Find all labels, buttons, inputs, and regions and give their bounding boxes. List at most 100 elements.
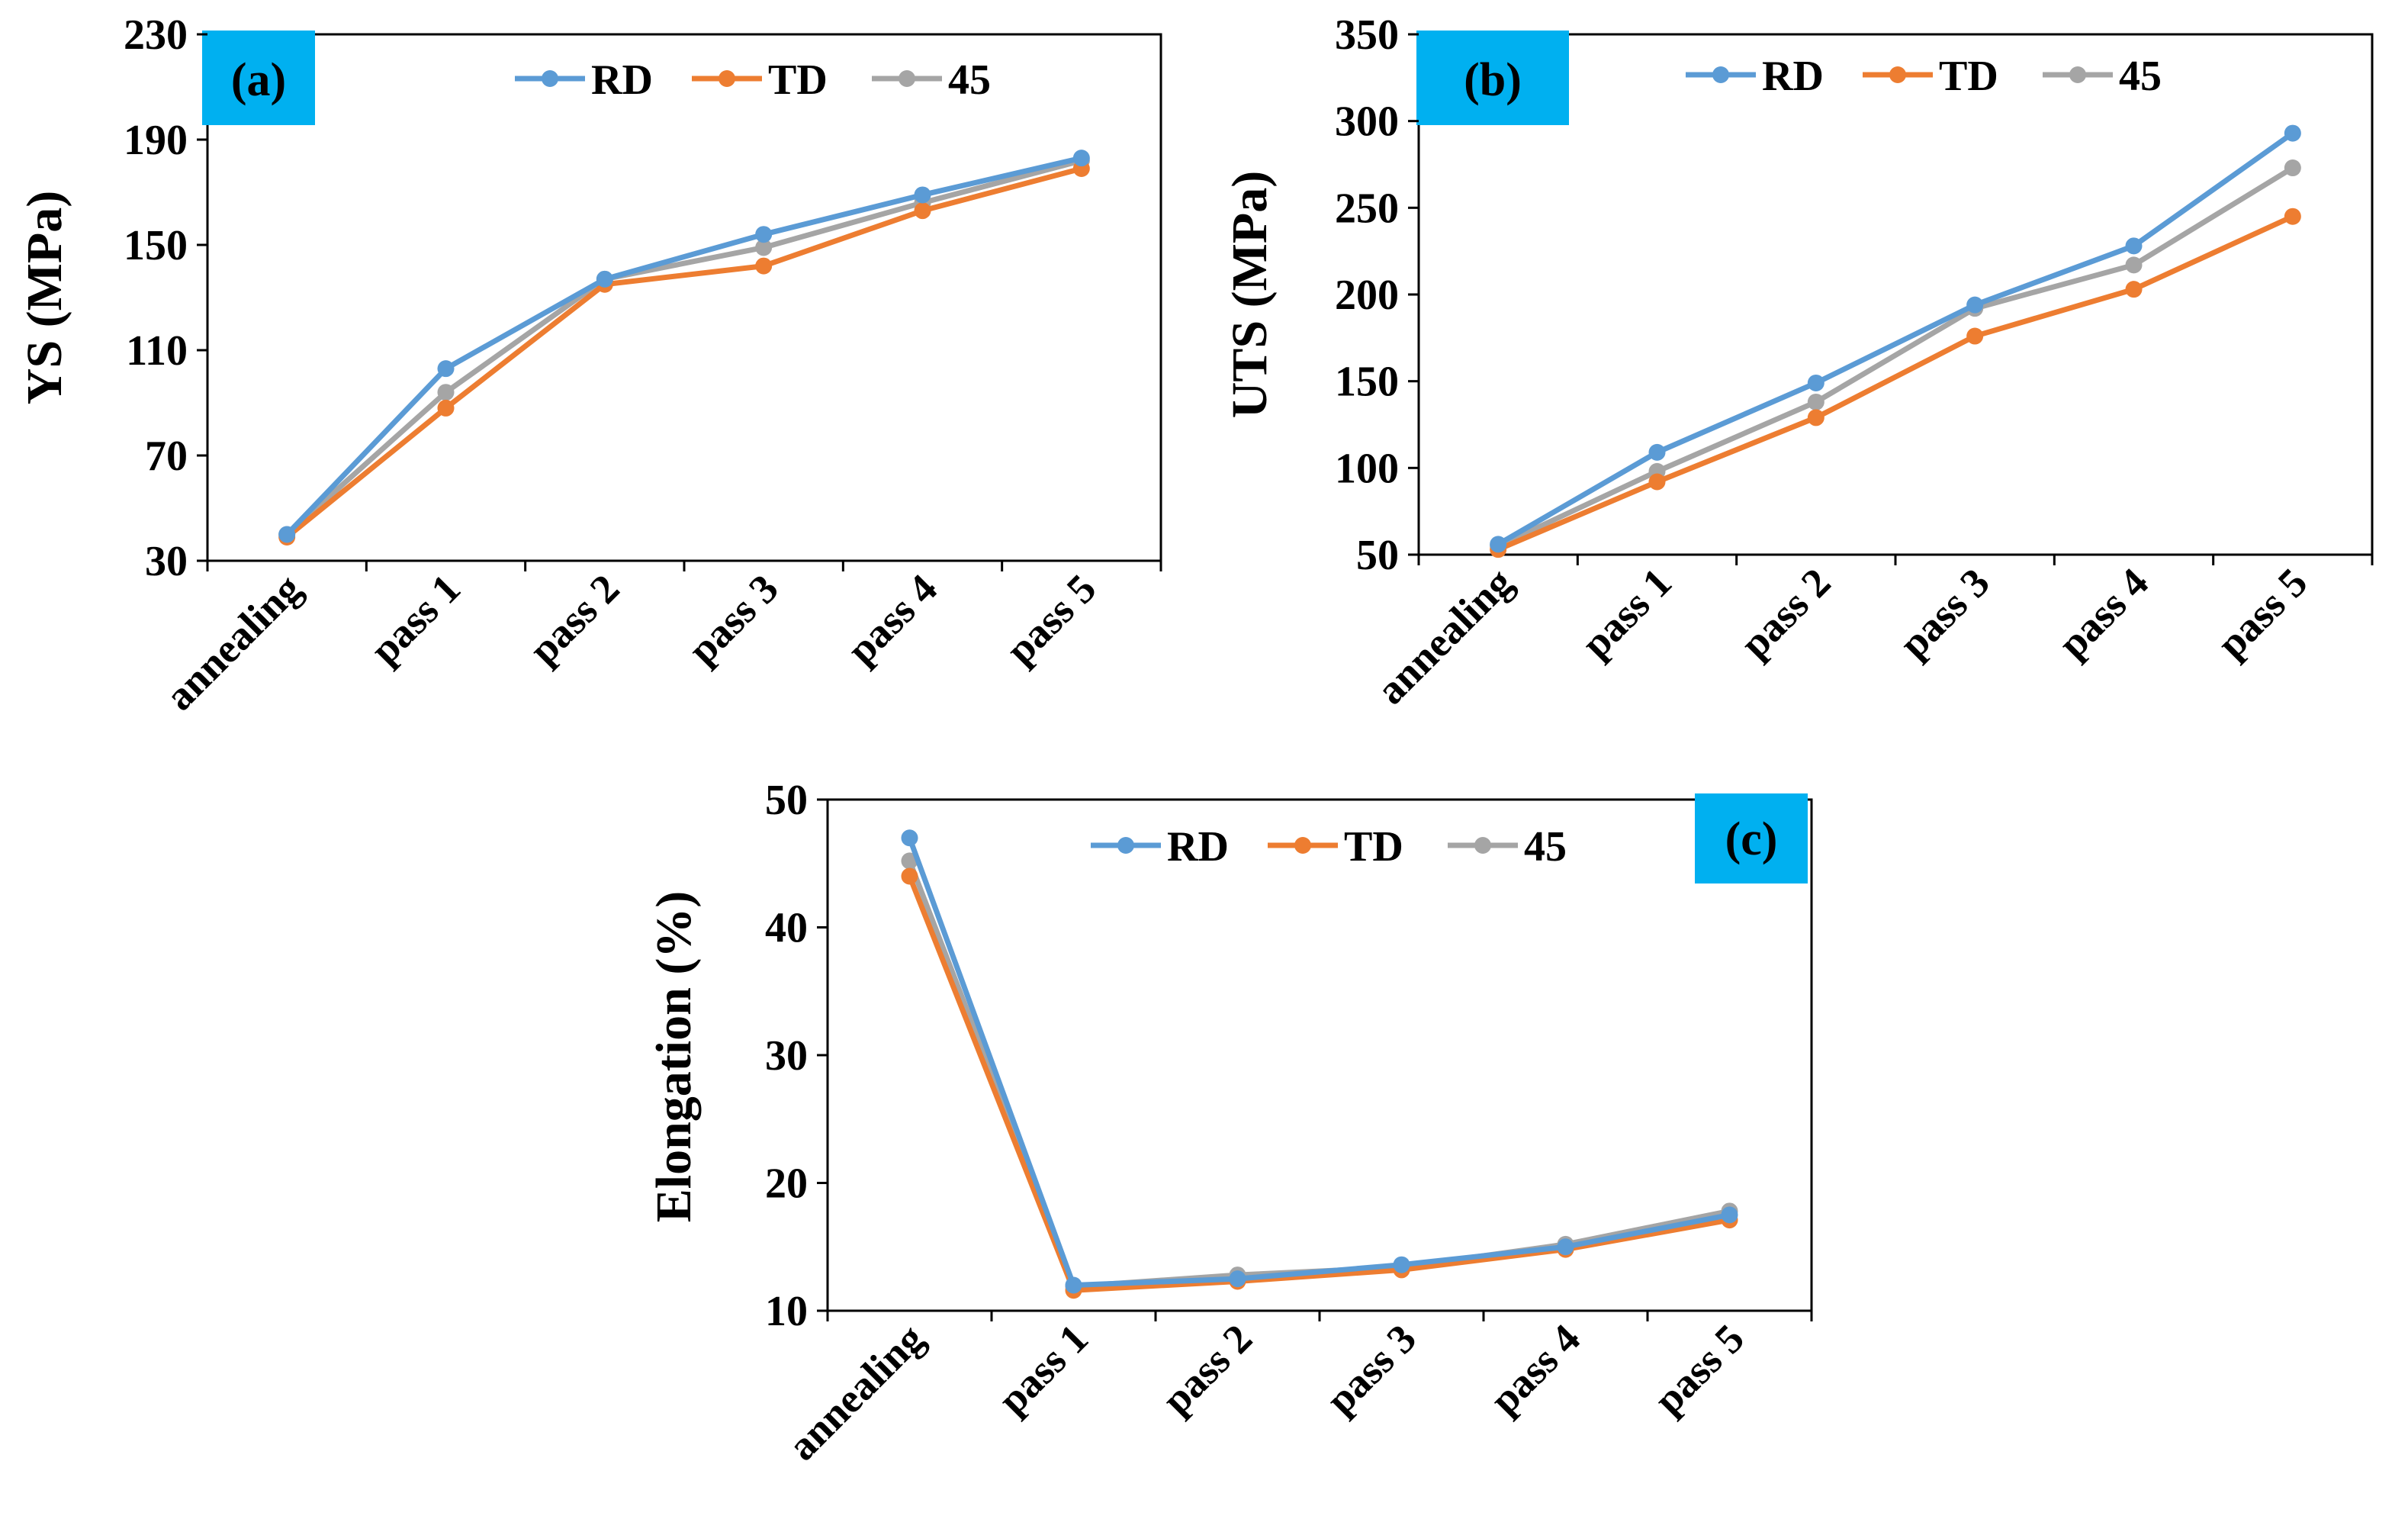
legend-label-td: TD	[1939, 53, 1998, 100]
data-point-rd	[914, 186, 931, 204]
data-point-rd	[755, 226, 773, 243]
series-lines	[1490, 124, 2301, 558]
chart-panel-b: (b) UTS (MPa) 50 100 150 200 250 300 350 annea…	[1222, 11, 2374, 713]
y-tick-label: 20	[765, 1160, 808, 1208]
legend-label-45: 45	[948, 56, 991, 104]
data-point-td	[1807, 409, 1824, 426]
data-point-45	[1807, 393, 1824, 410]
data-point-rd	[1490, 536, 1507, 553]
x-tick-label: annealing	[156, 565, 310, 719]
series-line-td	[284, 166, 1085, 540]
x-tick-label: pass 3	[1891, 559, 1998, 667]
panel-label-box	[202, 31, 315, 125]
legend-label-rd: RD	[591, 56, 653, 104]
legend: RD TD 45	[1686, 53, 2162, 100]
legend-label-td: TD	[1344, 823, 1403, 871]
data-point-td	[2284, 208, 2301, 225]
data-point-45	[2125, 256, 2143, 274]
legend-marker-rd	[542, 70, 558, 87]
y-tick-label: 250	[1335, 185, 1399, 232]
data-point-45	[437, 384, 455, 401]
y-tick-label: 10	[765, 1288, 808, 1335]
legend-marker-td	[1889, 66, 1906, 83]
data-point-rd	[1966, 296, 1984, 314]
x-tick-label: pass 1	[1573, 559, 1680, 667]
panel-label-box	[1695, 793, 1808, 883]
legend-label-td: TD	[768, 56, 828, 104]
data-point-rd	[2125, 237, 2143, 255]
series-line-td	[907, 874, 1732, 1293]
y-tick-label: 40	[765, 905, 808, 952]
panel-label-box	[1416, 31, 1569, 125]
data-point-td	[1966, 327, 1984, 345]
data-point-rd	[596, 270, 613, 288]
legend-label-rd: RD	[1762, 53, 1824, 100]
y-tick-label: 150	[1335, 359, 1399, 406]
data-point-45	[2284, 159, 2301, 177]
series-line-45	[284, 158, 1085, 537]
x-tick-label: pass 2	[520, 565, 628, 673]
chart-panel-a: (a) YS (MPa) 30 70 110 150 190 230 annealing p…	[17, 11, 1162, 719]
x-tick-label: pass 4	[1481, 1315, 1589, 1423]
x-tick-label: pass 1	[362, 565, 469, 673]
data-point-rd	[1072, 150, 1090, 167]
legend-marker-td	[719, 70, 735, 87]
series-lines	[901, 829, 1738, 1299]
series-line-rd	[1495, 130, 2296, 547]
y-axis: 50 100 150 200 250 300 350	[1335, 11, 1419, 579]
x-tick-label: pass 5	[1645, 1315, 1753, 1423]
legend-marker-rd	[1712, 66, 1729, 83]
legend-marker-rd	[1117, 837, 1134, 854]
data-point-rd	[1648, 443, 1666, 461]
y-tick-label: 50	[1356, 532, 1399, 579]
y-tick-label: 50	[765, 777, 808, 824]
legend-marker-45	[899, 70, 915, 87]
y-tick-label: 350	[1335, 11, 1399, 59]
x-tick-label: pass 4	[838, 565, 946, 673]
x-tick-label: pass 3	[680, 565, 787, 673]
panel-label: (c)	[1725, 813, 1778, 865]
data-point-rd	[901, 829, 918, 847]
x-tick-label: annealing	[1368, 559, 1522, 713]
data-point-td	[914, 202, 931, 220]
x-tick-label: annealing	[779, 1315, 933, 1469]
x-tick-label: pass 2	[1153, 1315, 1261, 1423]
x-tick-label: pass 3	[1317, 1315, 1425, 1423]
legend: RD TD 45	[1091, 823, 1567, 871]
data-point-rd	[278, 526, 296, 543]
legend-marker-45	[1474, 837, 1491, 854]
series-line-45	[1495, 165, 2296, 549]
legend-marker-td	[1294, 837, 1311, 854]
x-tick-label: pass 2	[1731, 559, 1839, 667]
data-point-rd	[1229, 1270, 1246, 1288]
y-tick-label: 300	[1335, 98, 1399, 146]
y-tick-label: 100	[1335, 445, 1399, 492]
series-line-rd	[284, 155, 1085, 537]
y-tick-label: 70	[145, 433, 188, 480]
data-point-td	[2125, 281, 2143, 298]
series-line-td	[1495, 214, 2296, 552]
y-tick-label: 190	[124, 117, 188, 164]
y-tick-label: 200	[1335, 272, 1399, 319]
data-point-td	[437, 399, 455, 417]
panel-label: (a)	[231, 54, 286, 106]
y-axis: 30 70 110 150 190 230	[124, 11, 207, 585]
data-point-rd	[1721, 1206, 1738, 1224]
data-point-td	[755, 257, 773, 275]
x-tick-label: pass 5	[997, 565, 1104, 673]
legend: RD TD 45	[515, 56, 991, 104]
data-point-td	[1648, 473, 1666, 491]
x-tick-label: pass 4	[2050, 559, 2157, 667]
series-line-rd	[907, 835, 1732, 1288]
y-axis-title: Elongation (%)	[646, 891, 702, 1223]
x-tick-label: pass 5	[2208, 559, 2316, 667]
series-lines	[278, 150, 1090, 546]
x-axis: annealing pass 1 pass 2 pass 3 pass 4 pass 5	[156, 561, 1162, 719]
y-axis-title: YS (MPa)	[17, 191, 72, 404]
data-point-rd	[2284, 124, 2301, 142]
y-axis: 10 20 30 40 50	[765, 777, 828, 1335]
y-tick-label: 30	[765, 1032, 808, 1080]
y-tick-label: 30	[145, 538, 188, 585]
legend-marker-45	[2069, 66, 2086, 83]
